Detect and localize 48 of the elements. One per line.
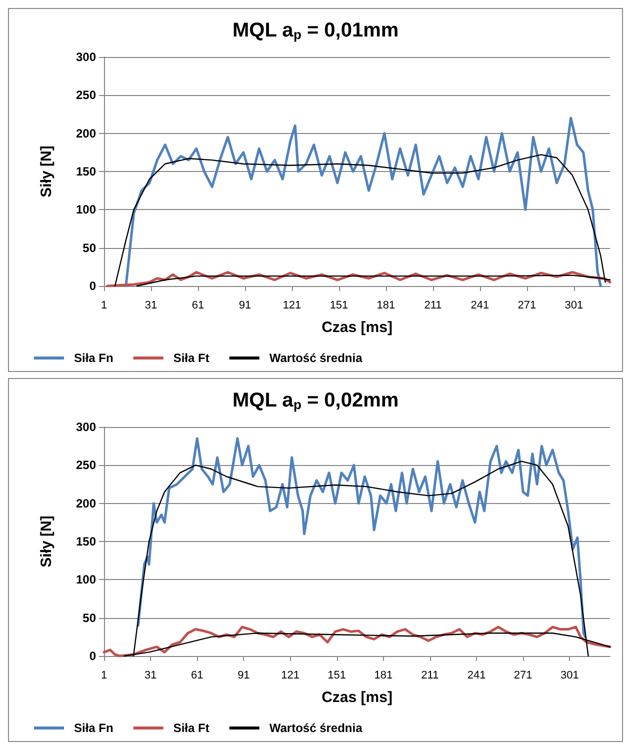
x-tick-label: 181 [374, 670, 393, 682]
x-tick-label: 1 [100, 300, 108, 312]
x-tick-label: 241 [470, 300, 490, 312]
x-axis-title: Czas [ms] [322, 689, 392, 706]
x-tick-label: 61 [192, 300, 204, 312]
legend-label: Siła Ft [173, 351, 210, 365]
x-tick-label: 211 [424, 300, 442, 312]
x-tick-label: 61 [191, 670, 204, 682]
legend-label: Wartość średnia [269, 351, 363, 365]
y-tick-label: 50 [82, 610, 96, 625]
x-tick-label: 91 [238, 670, 250, 682]
x-tick-label: 211 [421, 670, 439, 682]
x-tick-label: 241 [467, 670, 486, 682]
y-tick-label: 0 [89, 649, 96, 663]
y-tick-label: 0 [89, 279, 96, 293]
x-axis-title: Czas [ms] [322, 319, 392, 336]
x-tick-label: 31 [144, 670, 157, 682]
x-tick-label: 301 [560, 670, 579, 682]
legend-label: Siła Fn [74, 721, 114, 735]
x-tick-label: 121 [282, 300, 302, 312]
legend-label: Siła Fn [74, 351, 114, 365]
x-tick-label: 91 [238, 300, 252, 312]
y-tick-label: 250 [76, 458, 96, 472]
chart-title: MQL ap = 0,01mm [232, 20, 399, 42]
x-tick-label: 271 [514, 670, 532, 682]
x-tick-label: 121 [281, 670, 300, 682]
y-tick-label: 150 [76, 534, 96, 548]
y-tick-label: 250 [76, 88, 96, 102]
y-tick-label: 100 [76, 572, 96, 587]
y-tick-label: 300 [76, 50, 96, 64]
y-tick-label: 150 [76, 164, 96, 178]
x-tick-label: 151 [328, 670, 346, 682]
x-tick-label: 31 [144, 300, 158, 312]
y-tick-label: 200 [76, 126, 96, 140]
y-tick-label: 200 [76, 496, 96, 510]
legend-label: Siła Ft [173, 721, 210, 735]
y-axis-title: Siły [N] [38, 516, 55, 568]
x-tick-label: 1 [100, 670, 108, 682]
legend-label: Wartość średnia [269, 721, 363, 735]
x-tick-label: 301 [564, 300, 584, 312]
chart-title: MQL ap = 0,02mm [232, 390, 399, 412]
y-tick-label: 50 [82, 240, 96, 255]
y-tick-label: 300 [76, 420, 96, 434]
x-tick-label: 271 [518, 300, 536, 312]
x-tick-label: 151 [330, 300, 348, 312]
x-tick-label: 181 [376, 300, 396, 312]
y-axis-title: Siły [N] [38, 146, 55, 198]
y-tick-label: 100 [76, 202, 96, 217]
